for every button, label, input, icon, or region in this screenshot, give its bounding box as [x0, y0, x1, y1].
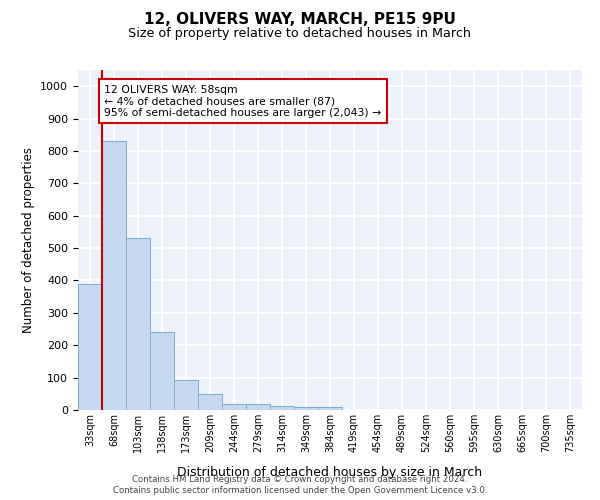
Bar: [294, 407, 318, 410]
Bar: [222, 404, 246, 410]
Text: Contains public sector information licensed under the Open Government Licence v3: Contains public sector information licen…: [113, 486, 487, 495]
Bar: [102, 141, 126, 410]
Bar: [78, 284, 102, 410]
Bar: [174, 380, 198, 410]
Bar: [270, 406, 294, 410]
Text: 12, OLIVERS WAY, MARCH, PE15 9PU: 12, OLIVERS WAY, MARCH, PE15 9PU: [144, 12, 456, 28]
Bar: [150, 332, 174, 410]
Text: Size of property relative to detached houses in March: Size of property relative to detached ho…: [128, 28, 472, 40]
Y-axis label: Number of detached properties: Number of detached properties: [22, 147, 35, 333]
Bar: [126, 238, 150, 410]
Bar: [198, 394, 222, 410]
Text: 12 OLIVERS WAY: 58sqm
← 4% of detached houses are smaller (87)
95% of semi-detac: 12 OLIVERS WAY: 58sqm ← 4% of detached h…: [104, 84, 382, 118]
Bar: [318, 408, 342, 410]
Bar: [246, 404, 270, 410]
Text: Contains HM Land Registry data © Crown copyright and database right 2024.: Contains HM Land Registry data © Crown c…: [132, 475, 468, 484]
X-axis label: Distribution of detached houses by size in March: Distribution of detached houses by size …: [178, 466, 482, 479]
